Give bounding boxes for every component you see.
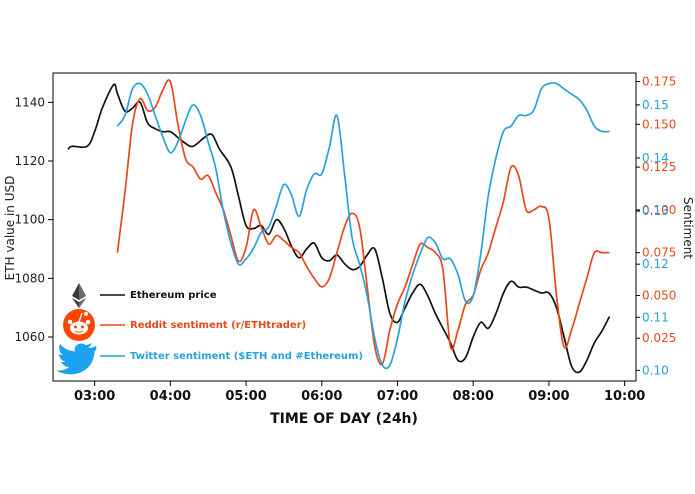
legend-label-reddit: Reddit sentiment (r/ETHtrader)	[130, 320, 306, 331]
x-tick-label: 04:00	[150, 389, 191, 404]
plot-frame	[52, 72, 637, 382]
y-left-tick-label: 1100	[14, 213, 45, 227]
legend-label-eth: Ethereum price	[130, 290, 217, 301]
y-axis-left-label: ETH value in USD	[3, 176, 17, 281]
y-left-tick-label: 1080	[14, 271, 45, 285]
y-right-reddit-tick-label: 0.050	[642, 288, 676, 302]
ethereum-icon	[72, 283, 86, 308]
x-tick-label: 05:00	[225, 389, 266, 404]
y-left-tick-label: 1140	[14, 95, 45, 109]
y-right-reddit-tick-label: 0.175	[642, 75, 676, 89]
legend: Ethereum price Reddit sentiment (r/ETHtr…	[56, 283, 363, 375]
y-right-twitter-tick-label: 0.11	[642, 310, 669, 324]
y-left-tick-label: 1120	[14, 154, 45, 168]
y-axis-right: 0.025 0.050 0.075 0.100 0.125 0.150 0.175 0.10 0…	[636, 75, 676, 377]
y-axis-left: 1060 1080 1100 1120 1140	[14, 95, 53, 344]
x-tick-label: 08:00	[453, 389, 494, 404]
reddit-icon	[63, 309, 95, 341]
x-tick-label: 09:00	[528, 389, 569, 404]
series-layer	[67, 79, 611, 374]
y-right-reddit-tick-label: 0.150	[642, 117, 676, 131]
y-right-twitter-tick-label: 0.10	[642, 363, 669, 377]
y-right-twitter-tick-label: 0.12	[642, 257, 669, 271]
x-axis-label: TIME OF DAY (24h)	[270, 411, 418, 427]
y-axis-right-label: Sentiment	[681, 197, 695, 259]
y-right-reddit-tick-label: 0.025	[642, 331, 676, 345]
y-right-twitter-tick-label: 0.14	[642, 151, 669, 165]
series-line-twitter-sentiment	[116, 82, 610, 370]
y-right-reddit-tick-label: 0.100	[642, 203, 676, 217]
twitter-icon	[56, 343, 97, 375]
y-right-reddit-tick-label: 0.075	[642, 246, 676, 260]
y-right-twitter-tick-label: 0.15	[642, 98, 669, 112]
x-tick-label: 06:00	[301, 389, 342, 404]
x-axis: 03:00 04:00 05:00 06:00 07:00 08:00 09:00 10:00	[74, 381, 645, 404]
series-line-reddit-sentiment	[116, 79, 610, 366]
y-right-twitter-tick-label: 0.13	[642, 204, 669, 218]
x-tick-label: 07:00	[377, 389, 418, 404]
y-right-reddit-tick-label: 0.125	[642, 160, 676, 174]
y-left-tick-label: 1060	[14, 330, 45, 344]
plot-border	[52, 72, 637, 382]
x-tick-label: 03:00	[74, 389, 115, 404]
x-tick-label: 10:00	[604, 389, 645, 404]
legend-label-twitter: Twitter sentiment ($ETH and #Ethereum)	[130, 351, 363, 362]
